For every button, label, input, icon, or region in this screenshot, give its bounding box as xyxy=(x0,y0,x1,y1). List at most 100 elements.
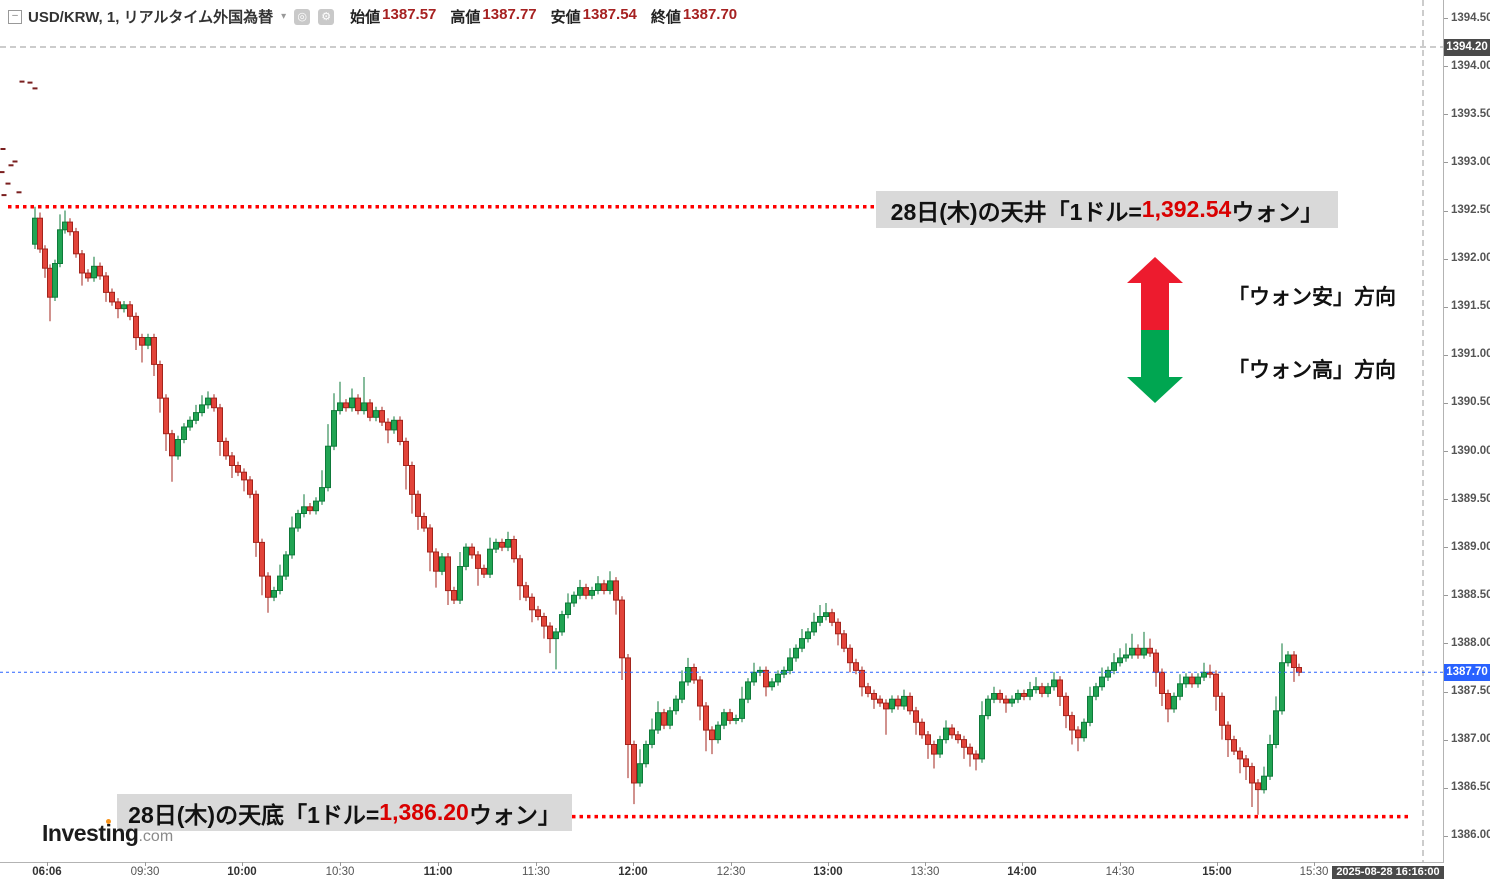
floor-annotation-pre: 28日(木)の天底「1ドル= xyxy=(128,801,380,828)
ohlc-readout: 始値 1387.57 高値 1387.77 安値 1387.54 終値 1387.70 xyxy=(350,6,737,27)
time-tick-mark xyxy=(1314,862,1315,866)
price-tick-label: 1388.50 xyxy=(1451,588,1490,601)
ceiling-annotation-pre: 28日(木)の天井「1ドル= xyxy=(890,198,1142,225)
price-tick-mark xyxy=(1444,595,1448,596)
price-tick-label: 1387.00 xyxy=(1451,733,1490,746)
price-tick-mark xyxy=(1444,211,1448,212)
price-tick-label: 1393.50 xyxy=(1451,107,1490,120)
time-tick-label: 15:00 xyxy=(1202,866,1232,878)
investing-logo-orange-dot: i xyxy=(105,820,112,846)
price-tick-mark xyxy=(1444,114,1448,115)
close-value: 1387.70 xyxy=(682,6,738,23)
open-value: 1387.57 xyxy=(382,6,437,23)
floor-annotation-post: ウォン」 xyxy=(468,801,561,828)
time-tick-label: 11:00 xyxy=(423,866,453,878)
time-tick-label: 10:30 xyxy=(325,866,355,878)
time-tick-label: 10:00 xyxy=(227,866,257,878)
high-value: 1387.77 xyxy=(482,6,537,23)
close-label: 終値 xyxy=(650,9,681,26)
investing-logo: Investing.com xyxy=(42,820,173,847)
arrow-down-green xyxy=(1127,330,1183,403)
time-tick-mark xyxy=(828,862,829,866)
price-tick-label: 1389.00 xyxy=(1451,540,1490,553)
price-axis[interactable]: 1394.20 1387.70 1394.50 1394.00 1393.50 139… xyxy=(1444,0,1490,862)
high-label: 高値 xyxy=(450,9,481,26)
price-tick-mark xyxy=(1444,451,1448,452)
time-tick-mark xyxy=(1217,862,1218,866)
snapshot-icon[interactable]: ◎ xyxy=(294,8,311,25)
ceiling-annotation-value: 1,392.54 xyxy=(1141,196,1232,222)
price-tick-mark xyxy=(1444,403,1448,404)
chart-plot-area[interactable]: 28日(木)の天井「1ドル= 1,392.54 ウォン」 28日(木)の天底「1ドル… xyxy=(0,0,1444,863)
floor-annotation-value: 1,386.20 xyxy=(379,799,469,825)
price-tick-label: 1390.50 xyxy=(1451,396,1490,409)
last-price-badge: 1387.70 xyxy=(1444,664,1490,681)
price-tick-mark xyxy=(1444,307,1448,308)
time-tick-mark xyxy=(1120,862,1121,866)
collapse-icon[interactable]: – xyxy=(8,9,22,24)
time-tick-label: 06:06 xyxy=(32,866,62,878)
investing-logo-text: Investing xyxy=(42,820,139,846)
time-tick-label: 12:00 xyxy=(618,866,648,878)
time-tick-label: 12:30 xyxy=(716,866,746,878)
price-tick-mark xyxy=(1444,259,1448,260)
ceiling-annotation: 28日(木)の天井「1ドル= 1,392.54 ウォン」 xyxy=(876,191,1338,228)
time-tick-mark xyxy=(633,862,634,866)
open-label: 始値 xyxy=(350,9,381,26)
price-tick-label: 1394.50 xyxy=(1451,11,1490,24)
price-tick-label: 1393.00 xyxy=(1451,155,1490,168)
time-tick-mark xyxy=(47,862,48,866)
crosshair-price-badge: 1394.20 xyxy=(1444,39,1490,56)
price-tick-label: 1389.50 xyxy=(1451,492,1490,505)
price-tick-label: 1386.00 xyxy=(1451,829,1490,842)
time-tick-mark xyxy=(242,862,243,866)
crosshair-time-badge: 2025-08-28 16:16:00 xyxy=(1332,866,1444,879)
time-tick-mark xyxy=(731,862,732,866)
low-label: 安値 xyxy=(550,9,581,26)
time-tick-label: 14:30 xyxy=(1105,866,1135,878)
time-tick-label: 13:30 xyxy=(910,866,940,878)
time-axis[interactable]: 06:06 09:30 10:00 10:30 11:00 11:30 12:00 12:30… xyxy=(0,862,1443,879)
investing-logo-com: .com xyxy=(138,828,174,845)
price-tick-label: 1386.50 xyxy=(1451,781,1490,794)
price-tick-label: 1391.50 xyxy=(1451,300,1490,313)
price-tick-mark xyxy=(1444,836,1448,837)
time-tick-label: 09:30 xyxy=(130,866,160,878)
time-tick-label: 15:30 xyxy=(1299,866,1329,878)
chart-header: – USD/KRW, 1, リアルタイム外国為替 ▾ ◎ ⚙ 始値 1387.57… xyxy=(8,6,737,27)
up-down-arrow-icon xyxy=(1127,257,1183,403)
price-tick-mark xyxy=(1444,547,1448,548)
arrow-up-red xyxy=(1127,257,1183,330)
time-tick-mark xyxy=(1022,862,1023,866)
price-tick-label: 1390.00 xyxy=(1451,444,1490,457)
price-tick-mark xyxy=(1444,740,1448,741)
floor-annotation: 28日(木)の天底「1ドル= 1,386.20 ウォン」 xyxy=(117,794,572,831)
chevron-down-icon[interactable]: ▾ xyxy=(281,11,287,22)
price-tick-label: 1387.50 xyxy=(1451,685,1490,698)
price-tick-mark xyxy=(1444,66,1448,67)
time-tick-mark xyxy=(925,862,926,866)
time-tick-mark xyxy=(438,862,439,866)
price-tick-mark xyxy=(1444,643,1448,644)
time-tick-label: 13:00 xyxy=(813,866,843,878)
settings-gear-icon[interactable]: ⚙ xyxy=(318,8,335,25)
price-tick-mark xyxy=(1444,18,1448,19)
price-tick-label: 1394.00 xyxy=(1451,59,1490,72)
price-tick-mark xyxy=(1444,692,1448,693)
price-tick-label: 1388.00 xyxy=(1451,636,1490,649)
price-tick-mark xyxy=(1444,499,1448,500)
price-tick-mark xyxy=(1444,788,1448,789)
time-tick-label: 11:30 xyxy=(522,866,550,878)
low-value: 1387.54 xyxy=(582,6,637,23)
price-tick-label: 1392.00 xyxy=(1451,252,1490,265)
time-tick-label: 14:00 xyxy=(1007,866,1037,878)
ceiling-annotation-post: ウォン」 xyxy=(1231,198,1324,225)
won-strong-direction-label: 「ウォン高」方向 xyxy=(1228,359,1396,382)
price-tick-mark xyxy=(1444,162,1448,163)
symbol-title[interactable]: USD/KRW, 1, リアルタイム外国為替 xyxy=(28,9,274,26)
price-tick-label: 1392.50 xyxy=(1451,204,1490,217)
candlestick-series[interactable] xyxy=(0,0,1443,862)
time-tick-mark xyxy=(340,862,341,866)
time-tick-mark xyxy=(536,862,537,866)
